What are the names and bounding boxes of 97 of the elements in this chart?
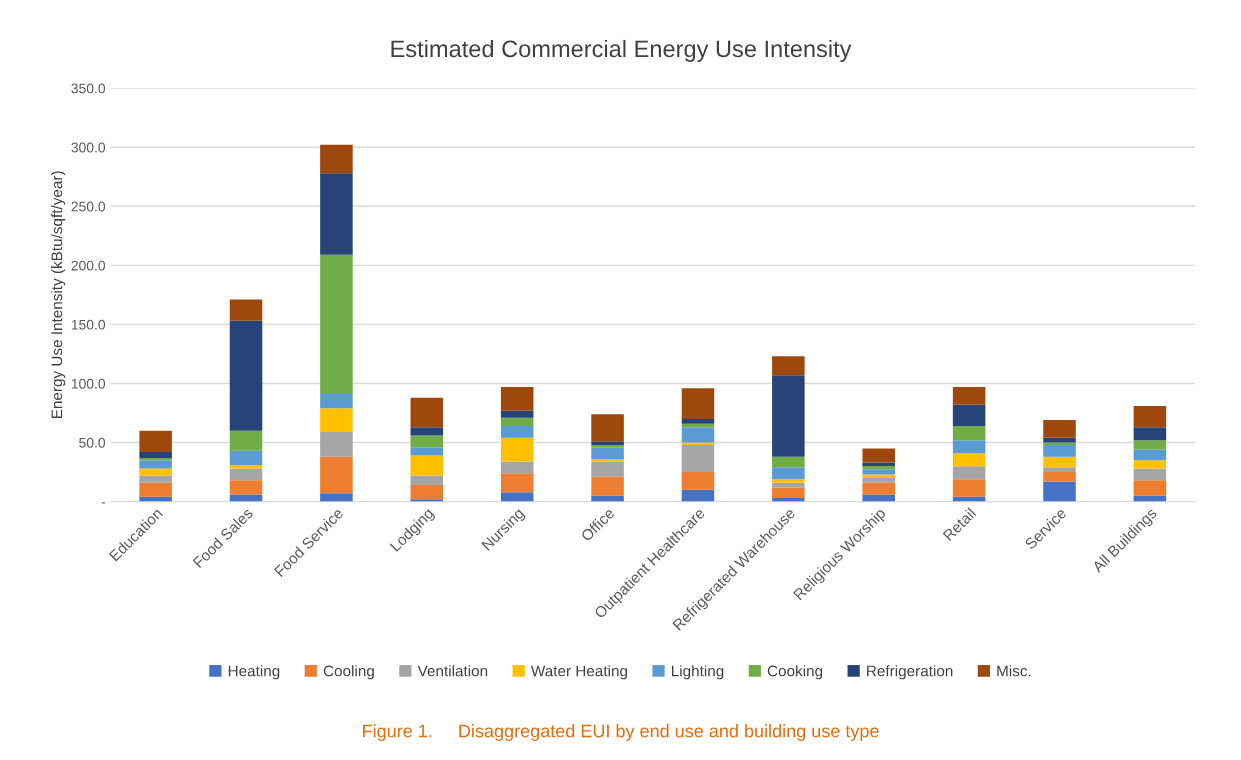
bar [772,487,805,499]
bar [1043,456,1076,468]
bar [952,453,986,467]
bar [139,460,172,469]
bar [139,482,172,497]
y-tick-label: 100.0 [71,378,106,389]
bar [862,466,895,470]
bar [320,431,353,457]
bar [500,387,534,411]
bar [1133,427,1167,441]
y-tick-label: - [101,502,105,504]
bar [139,475,172,483]
legend-label: Water Heating [530,665,627,680]
legend-label: Lighting [671,665,724,680]
y-tick-label: 50.0 [79,437,106,448]
bar [1133,449,1167,461]
bar [1043,481,1076,502]
bar [862,482,895,495]
bar [681,444,715,473]
bar [139,468,172,476]
bar [500,473,534,493]
bar [229,480,263,495]
bar [591,414,624,442]
bar [681,388,715,419]
bar [1043,467,1076,473]
bar [1133,460,1167,469]
y-tick-label: 300.0 [71,142,106,153]
bar [410,427,444,436]
bar [229,320,263,431]
bar [1043,472,1076,482]
bar [500,461,534,474]
bar [862,477,895,483]
caption: Figure 1. Disaggregated EUI by end use and building use type [363,724,879,741]
bar [1043,420,1076,438]
bar [772,456,805,468]
legend-label: Cooking [767,665,823,680]
bar [862,474,895,478]
bar [139,451,172,458]
bar [952,466,986,480]
bar [410,447,444,456]
bar [1043,437,1076,443]
bar [410,485,444,500]
y-tick-label: 250.0 [71,201,106,212]
bar [1133,468,1167,481]
bar [772,467,805,480]
bar [1133,440,1167,450]
bar [952,440,986,454]
bar [229,299,263,321]
legend-label: Heating [228,665,280,680]
bar [952,404,986,426]
bar [320,254,353,395]
bar [500,410,534,418]
bar [772,479,805,483]
bar [952,426,986,441]
y-tick-label: 200.0 [71,260,106,271]
bar [320,456,353,494]
y-tick-label: 350.0 [71,83,106,94]
bar [681,489,715,502]
bar [591,461,624,477]
bar [320,144,353,174]
bar [1133,405,1167,428]
bar [500,417,534,426]
bar [952,479,986,497]
bar [1043,444,1076,457]
bar [139,430,172,452]
bar [500,426,534,438]
bar [681,427,715,443]
bar [410,397,444,428]
bar [681,472,715,490]
bar [320,493,353,502]
legend-label: Refrigeration [867,665,953,680]
bar [229,468,263,481]
chart-title: Estimated Commercial Energy Use Intensity [391,39,852,62]
bar [229,464,263,469]
legend-label: Cooling [323,665,374,680]
bar [591,476,624,496]
bar [320,173,353,255]
legend-label: Ventilation [417,665,488,677]
y-axis-title: Energy Use Intensity (kBtu/sqft/year) [51,171,66,419]
bar [320,408,353,432]
bar [772,356,805,376]
bar [410,435,444,448]
legend-label: Misc. [997,665,1031,677]
bar [500,437,534,462]
bar [862,448,895,463]
bar [772,375,805,457]
y-tick-label: 150.0 [71,319,106,330]
bar [681,418,715,424]
bar [320,394,353,409]
bar [410,455,444,476]
bar [500,492,534,502]
bar [591,447,624,460]
bar [229,450,263,465]
bar [229,430,263,451]
bar [1133,480,1167,496]
bar [410,475,444,486]
bar [952,387,986,405]
